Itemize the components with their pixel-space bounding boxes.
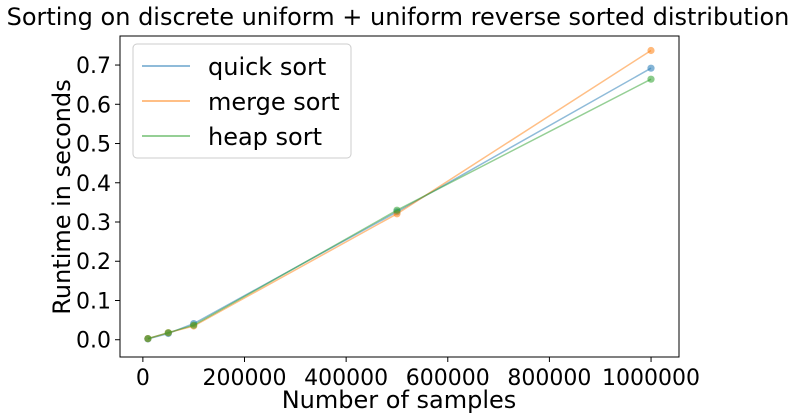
- x-axis: 0 200000 400000 600000 800000 1000000: [136, 357, 700, 391]
- data-point-heap-sort: [164, 329, 172, 337]
- series-heap-sort: [144, 75, 655, 343]
- data-point-heap-sort: [393, 206, 401, 214]
- x-tick-label: 800000: [507, 366, 591, 391]
- legend: quick sort merge sort heap sort: [132, 43, 352, 159]
- x-tick-label: 1000000: [602, 366, 700, 391]
- y-tick-label: 0.0: [76, 329, 111, 354]
- plot-area: [144, 46, 655, 343]
- y-axis-label: Runtime in seconds: [48, 79, 76, 314]
- y-tick-label: 0.6: [76, 93, 111, 118]
- plot-frame: [119, 35, 680, 358]
- legend-item-merge-sort: merge sort: [142, 88, 340, 116]
- data-point-quick-sort: [647, 64, 655, 72]
- y-tick-label: 0.4: [76, 172, 111, 197]
- y-tick-label: 0.7: [76, 54, 111, 79]
- y-tick-label: 0.5: [76, 133, 111, 158]
- y-axis: 0.0 0.1 0.2 0.3 0.4 0.5 0.6 0.7: [76, 54, 120, 354]
- y-tick-label: 0.2: [76, 250, 111, 275]
- x-tick-label: 0: [136, 366, 150, 391]
- x-tick-label: 600000: [406, 366, 490, 391]
- y-tick-label: 0.1: [76, 289, 111, 314]
- legend-label: quick sort: [208, 53, 326, 81]
- legend-label: merge sort: [208, 88, 340, 116]
- legend-label: heap sort: [208, 123, 322, 151]
- data-point-heap-sort: [144, 335, 152, 343]
- chart-title: Sorting on discrete uniform + uniform re…: [7, 3, 790, 31]
- data-point-heap-sort: [190, 321, 198, 329]
- data-point-heap-sort: [647, 75, 655, 83]
- x-tick-label: 200000: [203, 366, 287, 391]
- y-tick-label: 0.3: [76, 211, 111, 236]
- legend-box: [132, 43, 352, 159]
- legend-item-heap-sort: heap sort: [142, 123, 322, 151]
- x-axis-label: Number of samples: [282, 386, 517, 414]
- x-tick-label: 400000: [304, 366, 388, 391]
- data-point-merge-sort: [647, 46, 655, 55]
- legend-item-quick-sort: quick sort: [142, 53, 326, 81]
